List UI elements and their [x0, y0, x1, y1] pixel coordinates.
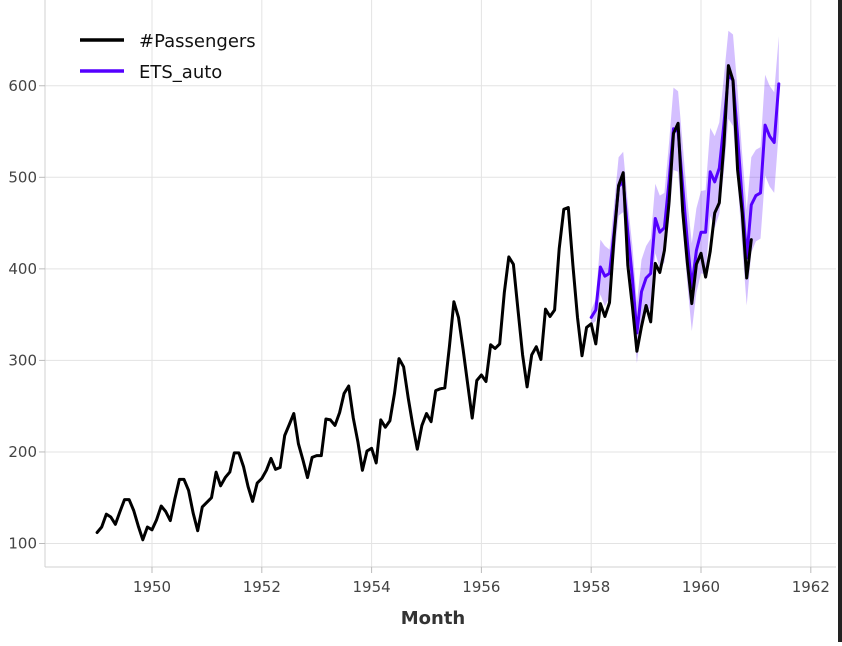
x-tick-label: 1956	[462, 578, 500, 596]
x-tick-label: 1958	[572, 578, 610, 596]
legend-label-passengers: #Passengers	[139, 31, 256, 52]
series-line-passengers	[95, 64, 753, 542]
legend-label-ets-auto: ETS_auto	[139, 62, 222, 83]
series-lines	[95, 64, 753, 542]
y-tick-label: 300	[8, 351, 37, 369]
x-tick-labels: 1950 1952 1954 1956 1958 1960 1962	[133, 567, 830, 596]
x-tick-label: 1962	[792, 578, 830, 596]
window-edge	[838, 0, 842, 642]
x-axis-label: Month	[401, 608, 466, 629]
x-tick-label: 1960	[682, 578, 720, 596]
x-tick-label: 1950	[133, 578, 171, 596]
x-tick-label: 1954	[353, 578, 391, 596]
y-tick-label: 600	[8, 77, 37, 95]
confidence-bands	[589, 30, 781, 364]
y-tick-labels: 100 200 300 400 500 600	[8, 77, 45, 553]
x-tick-label: 1952	[243, 578, 281, 596]
y-tick-label: 200	[8, 443, 37, 461]
y-tick-label: 400	[8, 260, 37, 278]
y-tick-label: 500	[8, 168, 37, 186]
y-tick-label: 100	[8, 535, 37, 553]
legend: #Passengers ETS_auto	[80, 31, 256, 83]
grid	[45, 0, 836, 567]
